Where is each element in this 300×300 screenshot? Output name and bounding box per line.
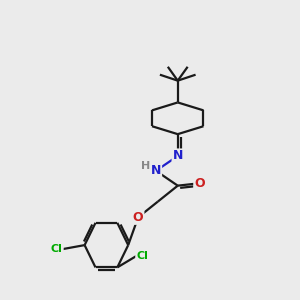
- Text: Cl: Cl: [136, 250, 148, 260]
- Text: O: O: [133, 211, 143, 224]
- Text: N: N: [172, 149, 183, 162]
- Text: N: N: [151, 164, 161, 177]
- Text: H: H: [141, 161, 151, 171]
- Text: Cl: Cl: [51, 244, 63, 254]
- Text: O: O: [194, 177, 205, 190]
